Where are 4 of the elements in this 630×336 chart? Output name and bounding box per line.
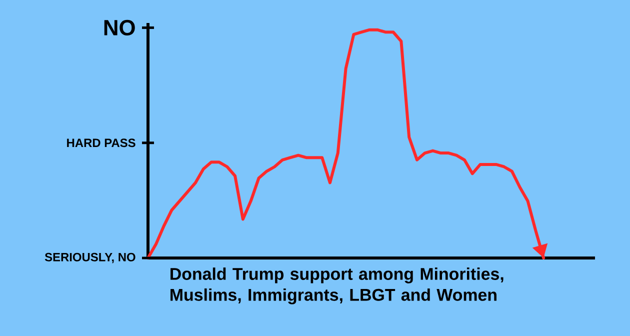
text: SERIOUSLY, NO [44,252,136,264]
text: NO [104,20,135,36]
text: HARD PASS [67,138,136,148]
x-axis-title: Donald Trump support among Minorities, Muslims, Immigrants, LBGT and Women [170,268,504,304]
